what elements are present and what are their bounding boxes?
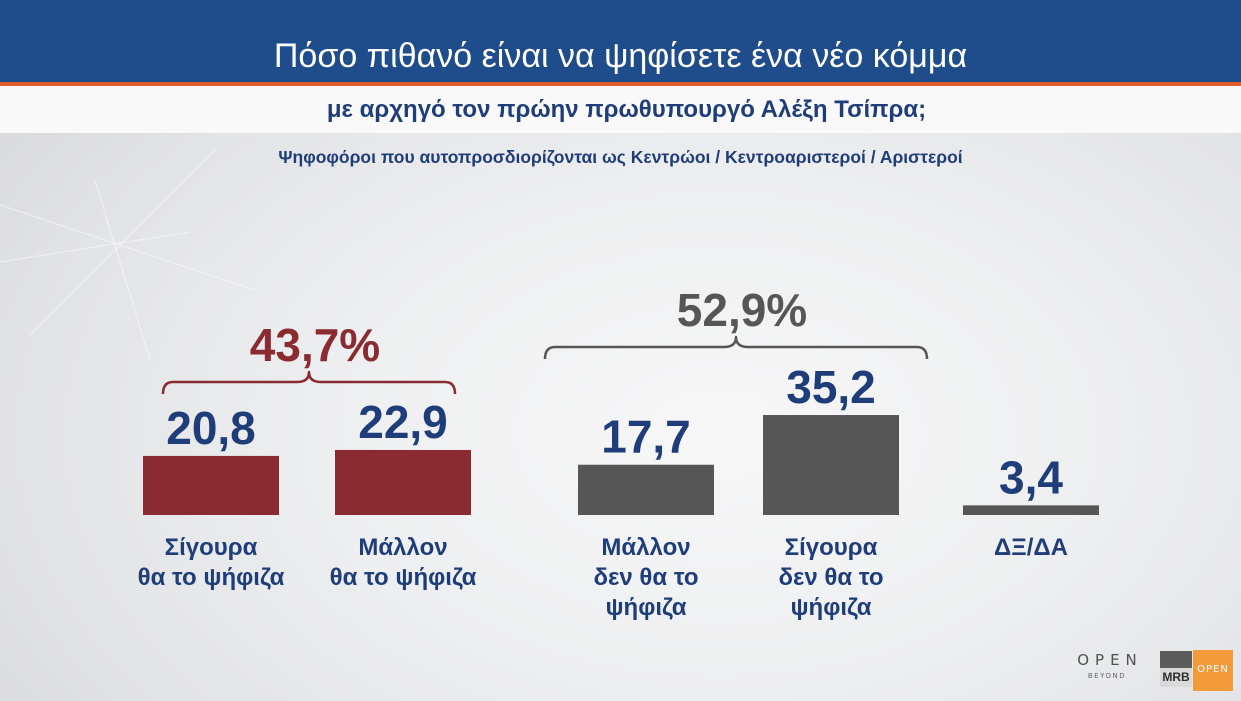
chart-title: Πόσο πιθανό είναι να ψηφίσετε ένα νέο κό… bbox=[273, 37, 968, 75]
category-label-3: Σίγουρα δεν θα το ψήφιζα bbox=[778, 534, 884, 621]
category-label-0: Σίγουρα θα το ψήφιζα bbox=[137, 534, 285, 591]
category-label-2: Μάλλον δεν θα το ψήφιζα bbox=[593, 534, 699, 621]
category-label-1: Μάλλον θα το ψήφιζα bbox=[329, 534, 477, 591]
background-line bbox=[0, 231, 191, 263]
bar-4 bbox=[963, 505, 1099, 515]
group-total-label-1: 52,9% bbox=[677, 284, 807, 336]
subtitle-band bbox=[0, 86, 1241, 133]
background-decoration bbox=[0, 149, 256, 361]
bar-3 bbox=[763, 415, 899, 515]
value-label-1: 22,9 bbox=[358, 396, 448, 448]
bar-1 bbox=[335, 449, 471, 515]
group-bracket-0 bbox=[161, 370, 457, 395]
open-badge-logo: OPEN bbox=[1193, 650, 1233, 691]
header-band bbox=[0, 0, 1241, 82]
open-badge-text: OPEN bbox=[1197, 664, 1229, 675]
background-line bbox=[94, 179, 151, 361]
value-label-0: 20,8 bbox=[166, 402, 256, 454]
group-bracket-1 bbox=[543, 335, 929, 360]
open-wordmark: OPEN bbox=[1077, 651, 1143, 669]
bar-0 bbox=[143, 455, 279, 515]
beyond-tagline: BEYOND bbox=[1087, 672, 1127, 680]
mrb-logo: MRB bbox=[1160, 651, 1192, 687]
chart-subtitle: με αρχηγό τον πρώην πρωθυπουργό Αλέξη Τσ… bbox=[326, 96, 927, 123]
group-total-label-0: 43,7% bbox=[250, 319, 380, 371]
mrb-wordmark: MRB bbox=[1162, 670, 1190, 684]
category-label-4: ΔΞ/ΔΑ bbox=[994, 534, 1068, 561]
mrb-logo-mark bbox=[1160, 651, 1192, 668]
accent-line bbox=[0, 82, 1241, 86]
background-line bbox=[29, 149, 216, 336]
value-label-2: 17,7 bbox=[601, 411, 691, 463]
value-label-3: 35,2 bbox=[786, 361, 876, 413]
open-beyond-logo: OPEN BEYOND bbox=[1066, 652, 1148, 684]
value-label-4: 3,4 bbox=[999, 451, 1063, 503]
background-line bbox=[0, 204, 256, 291]
respondent-note: Ψηφοφόροι που αυτοπροσδιορίζονται ως Κεν… bbox=[278, 147, 963, 167]
bar-2 bbox=[578, 464, 714, 515]
